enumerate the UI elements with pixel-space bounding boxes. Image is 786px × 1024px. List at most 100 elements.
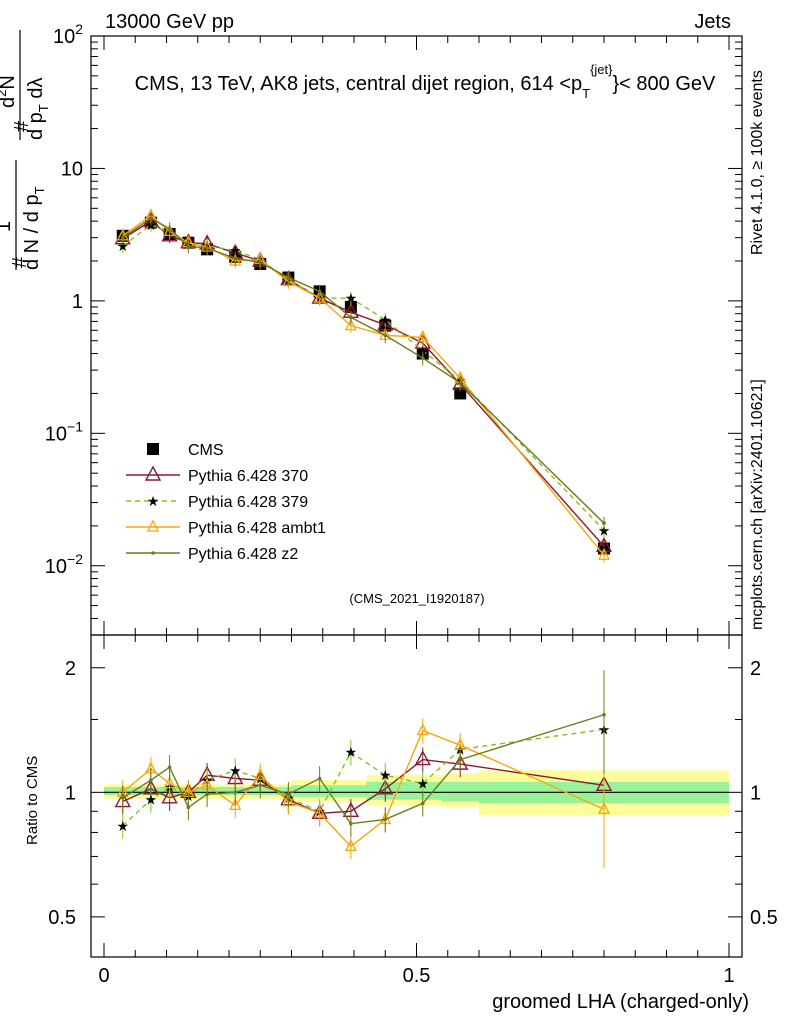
title-sub: T	[582, 86, 590, 101]
data-point	[344, 318, 357, 331]
y-tick-label-ratio-left: 2	[65, 658, 76, 680]
ratio-point	[349, 821, 353, 826]
y-tick-label-ratio-right: 0.5	[750, 907, 778, 929]
series-line	[122, 224, 605, 531]
title-sup: {jet}	[590, 62, 613, 77]
series-4	[120, 211, 606, 531]
ratio-point	[602, 712, 606, 717]
ratio-point	[597, 801, 611, 814]
data-point	[383, 333, 388, 338]
y-tick-label-main: 10−2	[45, 551, 83, 578]
main-y-axis-label: # 1 d N / d pT # d2N d pT dλ	[0, 30, 51, 270]
data-point	[167, 227, 172, 231]
series-2: ★★ ★★ ★ ★★★★ ★★★★★	[116, 217, 610, 539]
legend-label: Pythia 6.428 379	[188, 494, 308, 511]
axis-ticks: 0 0.5 1 10−2 10−1 1 10 102 0.5 0.5 1 1 2 2	[45, 21, 778, 987]
data-point: ★	[416, 343, 429, 359]
ratio-point	[286, 792, 291, 796]
ratio-point	[233, 790, 238, 795]
ratio-point	[229, 797, 242, 811]
y-label-one: 1	[0, 221, 15, 232]
ratio-panel-series: ★★★★★★★★★★★★★★	[114, 670, 613, 869]
band-inner-3	[441, 781, 479, 802]
ratio-point	[161, 788, 178, 804]
data-point: ★	[379, 312, 392, 328]
legend-label: Pythia 6.428 z2	[188, 546, 298, 563]
data-point	[420, 356, 425, 360]
ratio-point	[149, 778, 153, 782]
y-tick-label-ratio-right: 2	[750, 658, 761, 680]
data-point: ★	[116, 238, 129, 254]
legend-marker	[144, 465, 162, 481]
ratio-point	[458, 757, 463, 762]
ratio-point: ★	[145, 792, 158, 808]
band-inner-0	[104, 787, 292, 796]
data-point: ★	[229, 243, 242, 259]
legend-label: Pythia 6.428 ambt1	[188, 520, 326, 537]
data-point	[416, 329, 429, 343]
legend-marker	[147, 443, 159, 455]
data-point	[313, 290, 326, 303]
data-point	[233, 256, 238, 261]
y-label-denominator-2: d pT dλ	[25, 78, 51, 140]
title-suffix: }< 800 GeV	[613, 73, 717, 95]
energy-label: 13000 GeV pp	[105, 11, 234, 33]
legend-label: Pythia 6.428 370	[188, 468, 308, 485]
category-label: Jets	[694, 11, 731, 33]
legend-label: CMS	[188, 442, 224, 459]
y-label-denominator: d N / d pT	[21, 186, 47, 270]
ratio-point	[205, 792, 209, 796]
data-point	[186, 244, 191, 248]
data-point	[120, 235, 125, 240]
legend-entry: ★ Pythia 6.428 379	[126, 493, 308, 511]
data-point	[349, 315, 353, 320]
ratio-point	[377, 779, 394, 795]
band-inner-2	[366, 781, 442, 800]
data-point: ★	[345, 290, 358, 306]
legend-entry: CMS	[147, 442, 224, 459]
ratio-line	[122, 728, 605, 827]
y-label-hash-1: #	[9, 256, 31, 268]
ratio-point	[258, 783, 263, 788]
data-point	[205, 246, 209, 250]
ratio-line	[122, 714, 605, 825]
y-tick-label-ratio-right: 1	[750, 782, 761, 804]
data-point	[317, 289, 322, 294]
x-tick-label: 0.5	[403, 965, 431, 987]
y-tick-label-main: 10	[61, 158, 83, 180]
legend-marker: ★	[147, 493, 160, 509]
mcplots-label: mcplots.cern.ch [arXiv:2401.10621]	[749, 379, 766, 630]
y-tick-label-main: 10−1	[45, 418, 83, 445]
ratio-point	[120, 796, 125, 800]
y-label-hash-2: #	[11, 120, 33, 132]
title-prefix: CMS, 13 TeV, AK8 jets, central dijet reg…	[135, 73, 583, 95]
ratio-point	[344, 838, 357, 852]
ratio-point	[167, 765, 172, 770]
data-point	[286, 275, 291, 280]
data-point	[258, 260, 263, 265]
ratio-point	[186, 805, 191, 810]
ratio-point	[383, 817, 388, 822]
legend-marker	[146, 519, 160, 532]
y-label-numerator: d2N	[0, 75, 19, 108]
legend-entry: Pythia 6.428 z2	[126, 546, 298, 563]
ratio-series-3	[120, 670, 606, 837]
ratio-y-axis-label: Ratio to CMS	[24, 756, 41, 845]
legend-marker	[151, 551, 155, 555]
legend-entry: Pythia 6.428 370	[126, 465, 308, 485]
ratio-point	[420, 801, 425, 806]
ratio-point: ★	[116, 818, 129, 834]
y-tick-label-main: 102	[53, 21, 83, 48]
ratio-point	[416, 723, 429, 736]
data-point	[149, 216, 153, 221]
ratio-point	[317, 776, 322, 781]
analysis-label: (CMS_2021_I1920187)	[349, 591, 484, 606]
series-line	[122, 217, 605, 524]
ratio-point: ★	[379, 767, 392, 783]
rivet-label: Rivet 4.1.0, ≥ 100k events	[749, 70, 766, 255]
data-point	[458, 381, 463, 385]
x-axis-label: groomed LHA (charged-only)	[492, 991, 749, 1013]
ratio-point	[163, 776, 176, 789]
ratio-series-2	[116, 718, 611, 869]
